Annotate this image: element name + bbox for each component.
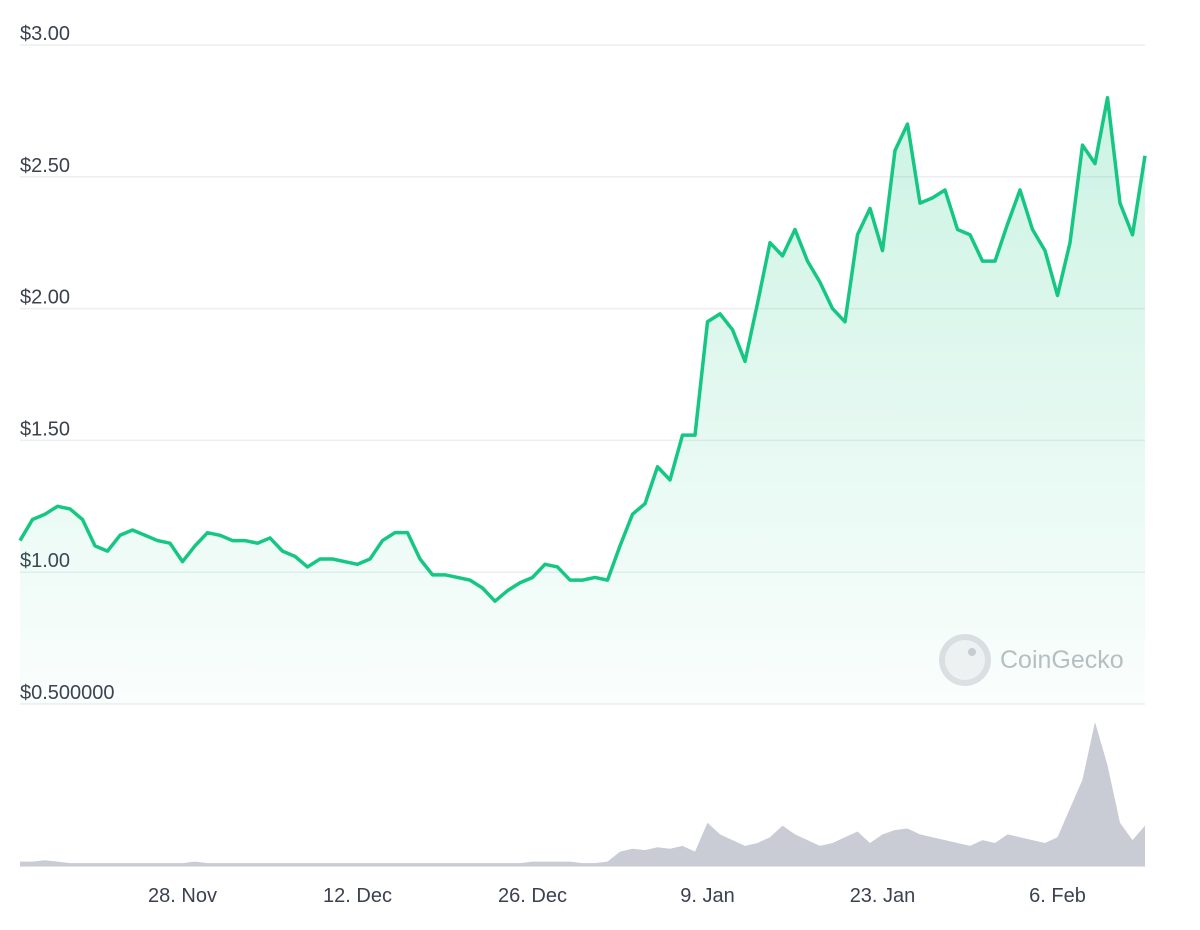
watermark: CoinGecko xyxy=(939,634,1124,686)
watermark-eye xyxy=(968,648,976,656)
price-area xyxy=(20,97,1145,705)
y-tick-label: $2.00 xyxy=(20,287,70,309)
x-tick-label: 23. Jan xyxy=(850,885,916,907)
price-line xyxy=(18,95,1147,603)
watermark-logo-inner xyxy=(945,640,985,680)
x-tick-label: 9. Jan xyxy=(680,885,734,907)
y-tick-label: $3.00 xyxy=(20,23,70,45)
x-tick-label: 6. Feb xyxy=(1029,885,1086,907)
watermark-logo xyxy=(939,634,991,686)
y-tick-label: $2.50 xyxy=(20,155,70,177)
x-tick-label: 28. Nov xyxy=(148,885,217,907)
marks xyxy=(18,95,1147,866)
x-tick-label: 12. Dec xyxy=(323,885,392,907)
volume-area xyxy=(20,722,1145,866)
watermark-text: CoinGecko xyxy=(1000,646,1124,674)
y-tick-label: $1.50 xyxy=(20,418,70,440)
x-tick-label: 26. Dec xyxy=(498,885,567,907)
